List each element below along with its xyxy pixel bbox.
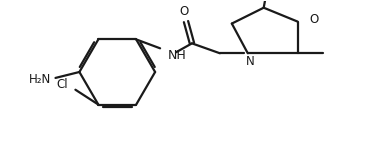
Text: O: O <box>310 13 319 26</box>
Text: O: O <box>179 5 189 18</box>
Text: NH: NH <box>168 49 187 62</box>
Text: Cl: Cl <box>57 78 68 91</box>
Text: N: N <box>246 55 254 68</box>
Text: H₂N: H₂N <box>28 73 51 86</box>
